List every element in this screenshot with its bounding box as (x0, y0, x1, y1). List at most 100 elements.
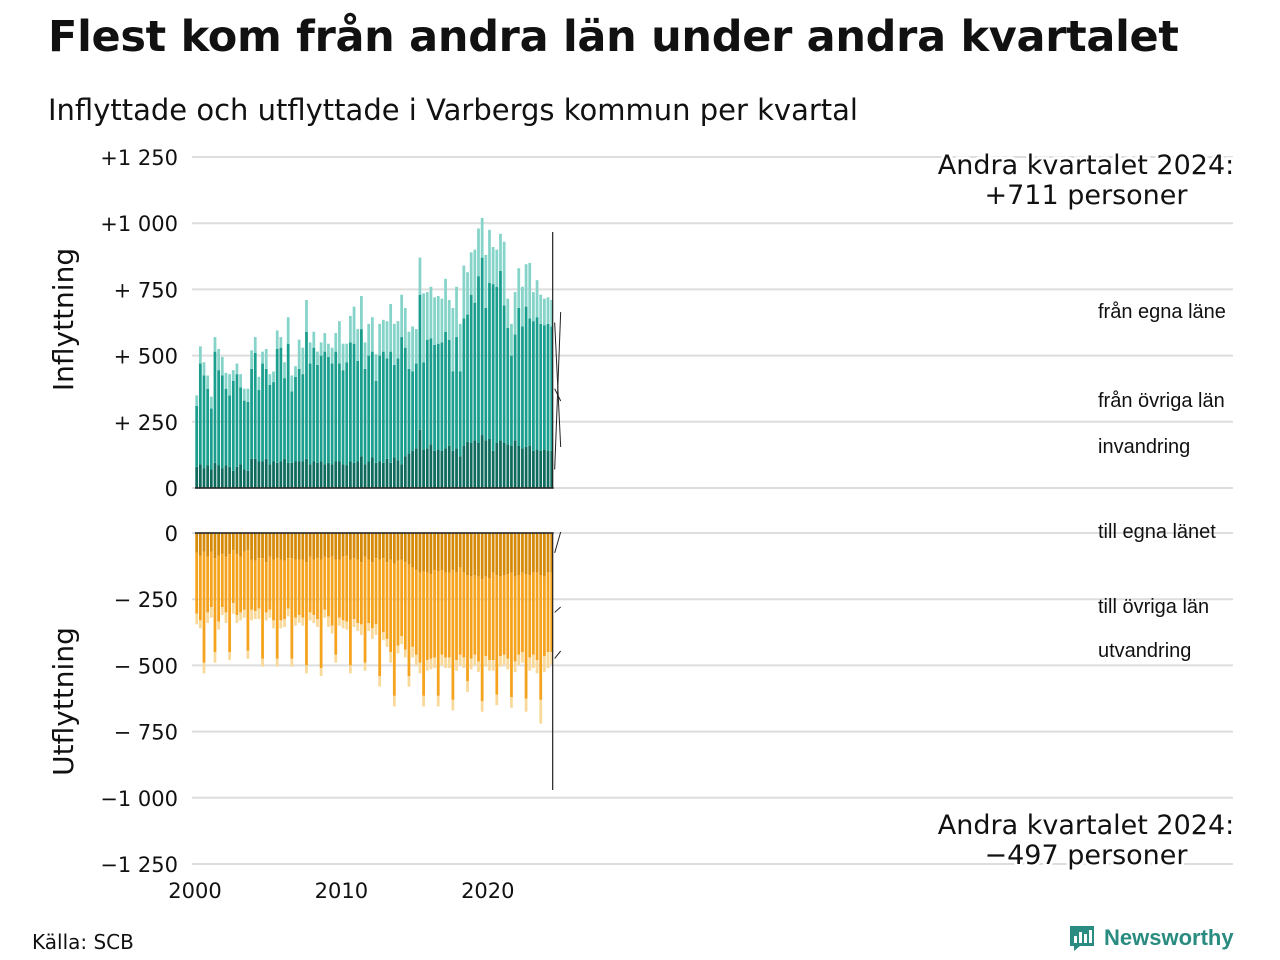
bar-segment (198, 555, 202, 621)
bar-segment (378, 355, 382, 462)
bar-segment (480, 701, 484, 712)
bar-segment (422, 571, 425, 696)
bar-segment (462, 533, 466, 573)
bar-segment (312, 347, 316, 462)
bar-segment (422, 293, 425, 363)
bar-segment (308, 342, 312, 364)
bar-segment (532, 654, 535, 669)
bar-segment (316, 351, 319, 365)
bar-segment (206, 465, 210, 488)
bar-segment (338, 363, 341, 462)
bar-segment (363, 464, 367, 488)
bar-segment (370, 457, 374, 488)
bar-segment (400, 337, 404, 465)
bar-segment (312, 331, 316, 348)
bar-segment (535, 660, 539, 674)
newsworthy-logo[interactable]: Newsworthy (1068, 924, 1234, 952)
series-label-leader (554, 322, 562, 448)
bar-segment (396, 533, 400, 561)
bar-segment (367, 355, 371, 462)
bar-segment (385, 638, 389, 647)
bar-segment (360, 562, 363, 625)
bar-segment (440, 298, 444, 343)
bar-segment (429, 533, 433, 575)
bar-segment (367, 323, 371, 356)
bar-segment (301, 374, 305, 462)
bar-segment (521, 652, 524, 663)
bar-segment (217, 555, 221, 622)
bar-segment (517, 307, 521, 446)
bar-segment (462, 572, 466, 658)
bar-segment (396, 460, 400, 488)
bar-segment (528, 657, 532, 671)
bar-segment (473, 302, 477, 441)
bar-segment (370, 533, 374, 563)
bar-segment (330, 464, 334, 488)
bar-segment (349, 342, 352, 462)
bar-segment (341, 556, 345, 621)
bar-segment (385, 321, 389, 359)
bar-segment (264, 348, 268, 369)
bar-segment (543, 533, 546, 577)
bar-segment (242, 551, 246, 610)
bar-segment (338, 321, 341, 364)
bar-segment (264, 458, 268, 488)
bar-segment (308, 612, 312, 621)
bar-segment (506, 574, 510, 659)
bar-segment (231, 550, 235, 604)
bar-segment (308, 556, 312, 613)
bar-segment (466, 314, 469, 442)
bar-segment (345, 621, 349, 630)
bar-segment (286, 533, 290, 559)
bar-segment (400, 533, 404, 560)
bar-segment (543, 576, 546, 657)
bar-segment (425, 660, 429, 671)
bar-segment (546, 450, 550, 488)
bar-segment (517, 654, 521, 666)
bar-segment (455, 337, 458, 449)
bar-segment (356, 329, 360, 361)
bar-segment (312, 461, 316, 488)
bar-segment (323, 556, 327, 610)
bar-segment (528, 575, 532, 658)
bar-segment (528, 318, 532, 446)
y-tick-label: + 750 (114, 278, 178, 302)
bar-segment (275, 462, 279, 488)
bar-segment (539, 294, 543, 324)
series-label-leader (554, 650, 562, 659)
bar-segment (206, 612, 210, 624)
bar-segment (341, 620, 345, 629)
bar-segment (264, 612, 268, 621)
bar-segment (301, 617, 305, 626)
bar-segment (242, 533, 246, 552)
y-tick-label: − 500 (114, 654, 178, 678)
bar-segment (349, 665, 352, 674)
bar-segment (275, 533, 279, 559)
bar-segment (469, 533, 473, 577)
bar-segment (466, 272, 469, 315)
bar-segment (352, 462, 356, 488)
bar-segment (246, 550, 250, 651)
bar-segment (275, 558, 279, 659)
bar-segment (213, 652, 217, 663)
bar-segment (231, 470, 235, 488)
bar-segment (403, 456, 407, 488)
bar-segment (239, 556, 242, 613)
bar-segment (250, 350, 253, 369)
bar-segment (316, 533, 319, 559)
bar-segment (491, 450, 495, 488)
bar-segment (466, 533, 469, 576)
bar-segment (224, 533, 228, 557)
bar-segment (385, 533, 389, 563)
bar-segment (491, 572, 495, 661)
bar-segment (330, 533, 334, 557)
bar-segment (392, 457, 396, 488)
bar-segment (319, 533, 323, 560)
bar-segment (272, 533, 275, 560)
bar-segment (338, 461, 341, 488)
bar-segment (473, 533, 477, 576)
bar-segment (242, 400, 246, 470)
bar-segment (444, 533, 447, 573)
bar-segment (429, 338, 433, 445)
bar-segment (360, 296, 363, 330)
